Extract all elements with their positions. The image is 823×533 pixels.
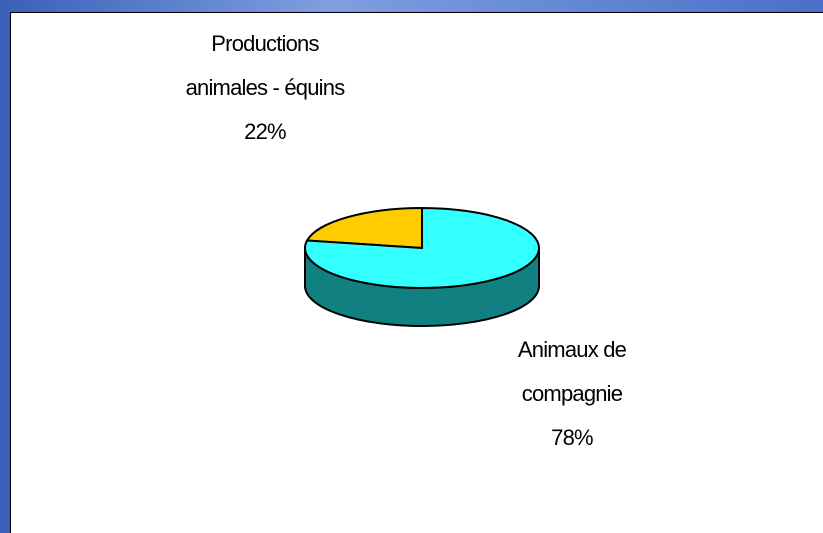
slice-label: Animaux de compagnie 78% (487, 328, 657, 460)
value-label: 22% (244, 119, 286, 144)
category-label: Animaux de compagnie (517, 337, 627, 406)
slice-label: Productions animales - équins 22% (180, 22, 350, 154)
pie-slice (305, 206, 423, 250)
category-label: Productions animales - équins (185, 31, 346, 100)
pie-slice (304, 206, 540, 289)
value-label: 78% (551, 425, 593, 450)
